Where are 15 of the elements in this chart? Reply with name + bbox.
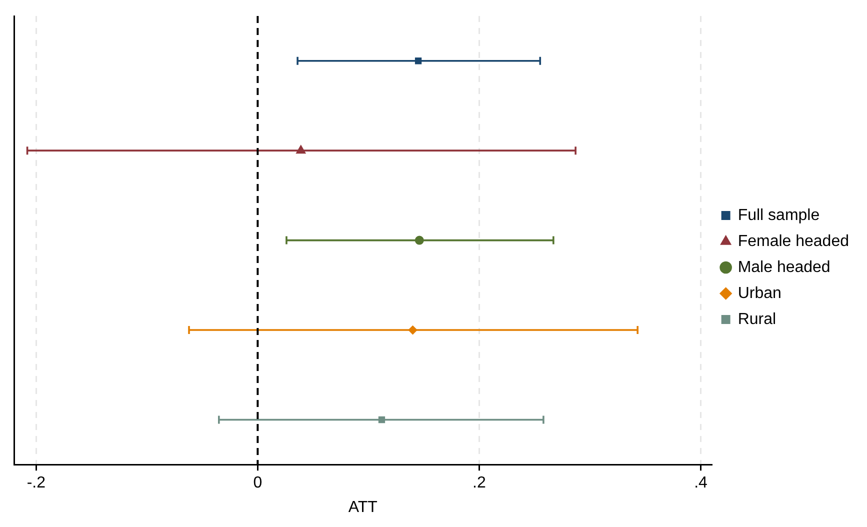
point xyxy=(408,326,418,335)
legend-label: Full sample xyxy=(738,206,820,224)
point xyxy=(414,58,422,64)
legend-label: Rural xyxy=(738,310,776,328)
x-tick-label: -.2 xyxy=(26,474,46,492)
x-tick-label: .2 xyxy=(472,474,486,492)
legend-label: Urban xyxy=(738,284,782,302)
legend-label: Male headed xyxy=(738,258,830,276)
x-tick-label: .4 xyxy=(694,474,708,492)
legend-label: Female headed xyxy=(738,232,849,250)
point xyxy=(414,236,424,245)
point xyxy=(378,416,386,424)
point xyxy=(296,145,306,154)
x-tick-label: 0 xyxy=(253,474,262,492)
x-axis-title: ATT xyxy=(348,498,378,516)
